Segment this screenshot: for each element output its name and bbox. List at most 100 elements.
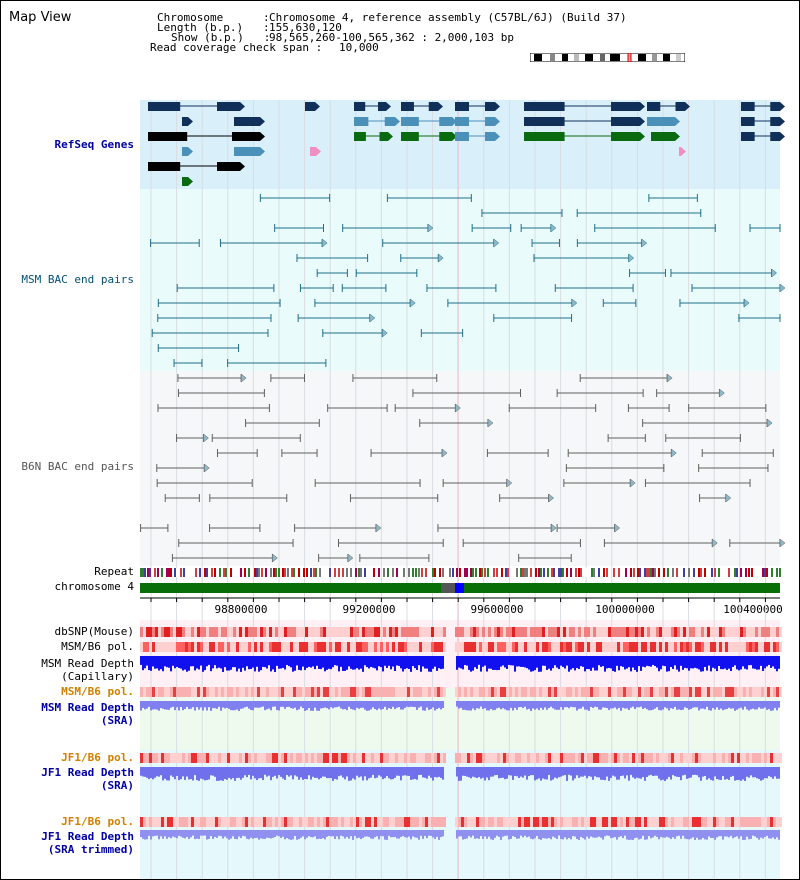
read-depth-bin xyxy=(556,830,558,839)
polymorphism-bin xyxy=(758,817,761,827)
gene-exon xyxy=(148,132,188,141)
msm-bac-label[interactable]: MSM BAC end pairs xyxy=(21,273,134,286)
read-depth-bin xyxy=(552,767,554,780)
repeat-element xyxy=(698,568,700,577)
polymorphism-bin xyxy=(692,642,695,652)
polymorphism-bin xyxy=(563,687,566,697)
polymorphism-bin xyxy=(140,627,143,637)
read-depth-bin xyxy=(316,701,318,711)
b6n-bac-label[interactable]: B6N BAC end pairs xyxy=(21,460,134,473)
read-depth-bin xyxy=(486,767,488,778)
read-depth-bin xyxy=(274,830,276,837)
polymorphism-bin xyxy=(527,627,530,637)
polymorphism-bin xyxy=(530,753,533,763)
read-depth-bin xyxy=(516,656,518,667)
gene-exon xyxy=(524,117,565,126)
read-depth-bin xyxy=(222,701,224,708)
read-depth-bin xyxy=(198,767,200,781)
polymorphism-bin xyxy=(650,817,653,827)
read-depth-bin xyxy=(650,767,652,775)
polymorphism-bin xyxy=(239,817,242,827)
msm-b6-pol-label[interactable]: MSM/B6 pol. xyxy=(61,640,134,653)
read-depth-bin xyxy=(638,767,640,779)
read-depth-bin xyxy=(244,767,246,776)
polymorphism-bin xyxy=(767,627,770,637)
read-depth-bin xyxy=(428,656,430,672)
repeat-element xyxy=(211,568,213,577)
dbsnp-label[interactable]: dbSNP(Mouse) xyxy=(54,625,134,638)
read-depth-bin xyxy=(200,701,202,708)
read-depth-bin xyxy=(190,767,192,780)
read-depth-bin xyxy=(720,701,722,709)
read-depth-bin xyxy=(280,656,282,669)
gene-exon xyxy=(524,132,565,141)
polymorphism-bin xyxy=(281,687,284,697)
polymorphism-bin xyxy=(632,642,635,652)
read-depth-bin xyxy=(276,767,278,779)
read-depth-bin xyxy=(658,656,660,672)
read-depth-bin xyxy=(554,767,556,778)
polymorphism-bin xyxy=(710,753,713,763)
jf1-depth-sra-label[interactable]: JF1 Read Depth xyxy=(41,766,134,779)
chromosome-ideogram[interactable] xyxy=(530,53,685,62)
read-depth-bin xyxy=(584,830,586,840)
polymorphism-bin xyxy=(269,753,272,763)
polymorphism-bin xyxy=(599,627,602,637)
read-depth-bin xyxy=(234,656,236,668)
read-depth-bin xyxy=(744,767,746,781)
polymorphism-bin xyxy=(434,627,437,637)
read-depth-bin xyxy=(506,767,508,779)
polymorphism-bin xyxy=(659,753,662,763)
polymorphism-bin xyxy=(164,642,167,652)
read-depth-bin xyxy=(252,767,254,776)
jf1-depth-trim-label[interactable]: JF1 Read Depth xyxy=(41,830,134,843)
polymorphism-bin xyxy=(200,642,203,652)
read-depth-bin xyxy=(710,701,712,711)
read-depth-bin xyxy=(532,767,534,776)
polymorphism-bin xyxy=(374,817,377,827)
read-depth-bin xyxy=(154,701,156,710)
read-depth-bin xyxy=(206,701,208,711)
read-depth-bin xyxy=(392,701,394,707)
read-depth-bin xyxy=(248,656,250,670)
read-depth-bin xyxy=(462,656,464,670)
polymorphism-bin xyxy=(614,642,617,652)
repeat-element xyxy=(174,568,176,577)
read-depth-bin xyxy=(752,701,754,709)
polymorphism-bin xyxy=(740,627,743,637)
polymorphism-bin xyxy=(173,817,176,827)
repeat-element xyxy=(603,568,605,577)
polymorphism-bin xyxy=(182,753,185,763)
read-depth-bin xyxy=(696,767,698,776)
refseq-genes-label[interactable]: RefSeq Genes xyxy=(54,138,134,151)
read-depth-bin xyxy=(282,767,284,779)
gene-exon xyxy=(455,117,469,126)
repeat-element xyxy=(418,568,420,577)
jf1-pol-trim-label[interactable]: JF1/B6 pol. xyxy=(61,815,134,828)
msm-b6-pol-sra-label[interactable]: MSM/B6 pol. xyxy=(61,685,134,698)
polymorphism-bin xyxy=(758,627,761,637)
polymorphism-bin xyxy=(386,817,389,827)
polymorphism-bin xyxy=(197,817,200,827)
read-depth-bin xyxy=(752,656,754,669)
repeat-element xyxy=(147,568,149,577)
read-depth-bin xyxy=(440,656,442,670)
read-depth-bin xyxy=(472,767,474,777)
repeat-element xyxy=(650,568,652,577)
read-depth-bin xyxy=(208,701,210,708)
read-depth-bin xyxy=(590,830,592,837)
read-depth-bin xyxy=(268,767,270,776)
read-depth-bin xyxy=(440,830,442,838)
msm-depth-sra-label[interactable]: MSM Read Depth xyxy=(41,701,134,714)
msm-depth-capillary-label[interactable]: MSM Read Depth xyxy=(41,657,134,670)
polymorphism-bin xyxy=(707,642,710,652)
read-depth-bin xyxy=(528,767,530,777)
read-depth-bin xyxy=(698,701,700,711)
jf1-pol-label[interactable]: JF1/B6 pol. xyxy=(61,751,134,764)
repeat-element xyxy=(206,568,208,577)
read-depth-bin xyxy=(626,701,628,709)
polymorphism-bin xyxy=(731,817,734,827)
polymorphism-bin xyxy=(392,687,395,697)
gene-exon xyxy=(401,117,419,126)
